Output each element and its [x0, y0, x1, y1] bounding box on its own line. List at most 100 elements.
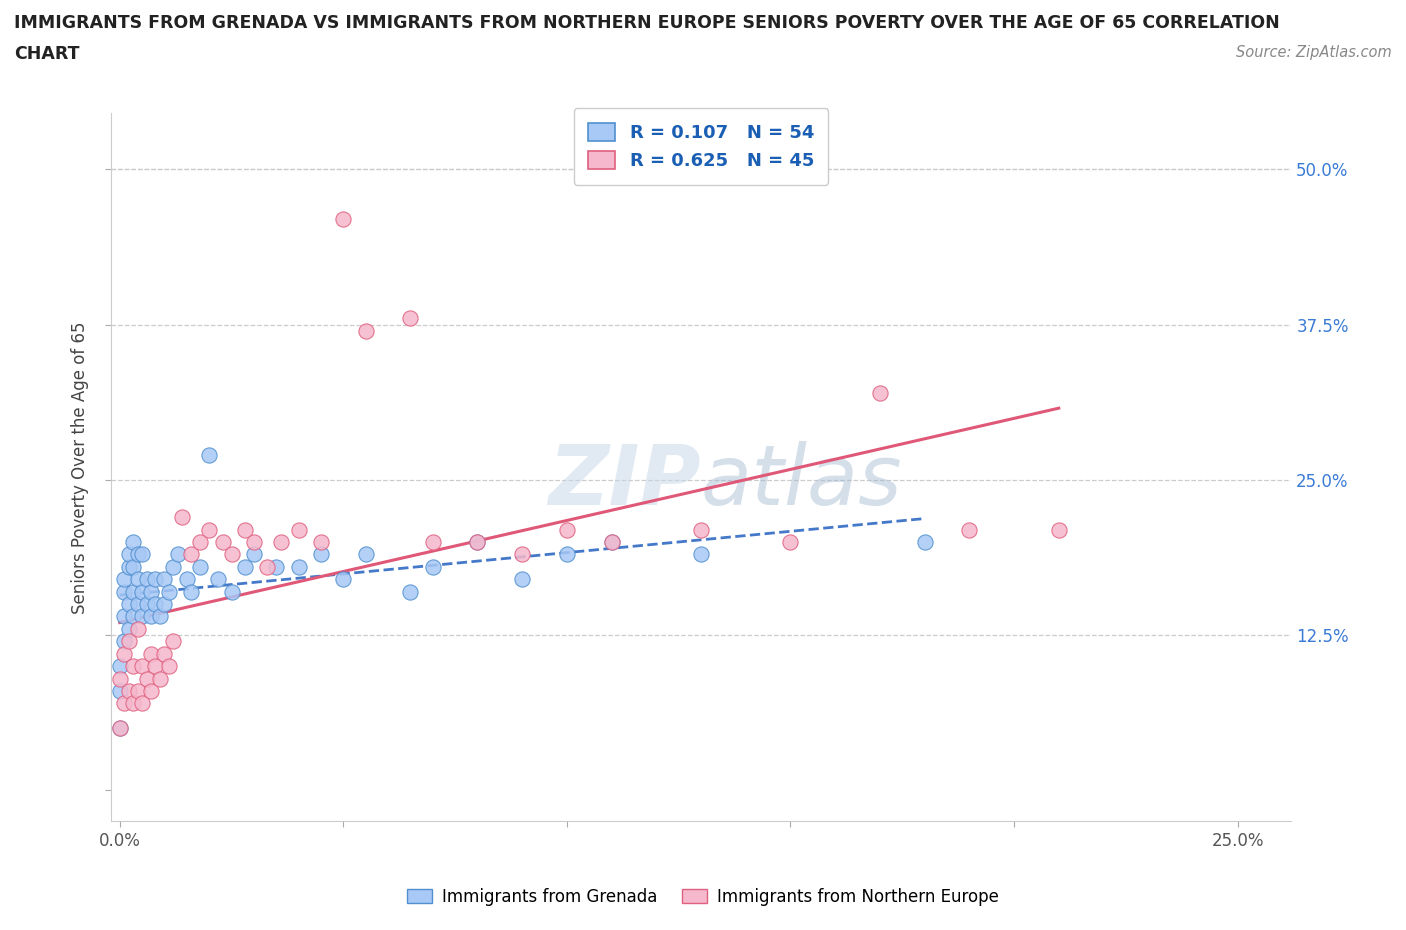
Point [221, 584, 243, 599]
Text: Source: ZipAtlas.com: Source: ZipAtlas.com [1236, 45, 1392, 60]
Point [122, 609, 145, 624]
Point [233, 522, 256, 537]
Point [690, 547, 713, 562]
Point [139, 609, 162, 624]
Y-axis label: Seniors Poverty Over the Age of 65: Seniors Poverty Over the Age of 65 [72, 321, 89, 614]
Point [188, 559, 211, 574]
Point [153, 572, 176, 587]
Point [287, 559, 309, 574]
Point [131, 696, 153, 711]
Point [211, 535, 233, 550]
Point [112, 584, 135, 599]
Point [135, 597, 157, 612]
Point [145, 597, 167, 612]
Point [510, 572, 533, 587]
Point [131, 547, 153, 562]
Point [118, 597, 141, 612]
Point [309, 547, 332, 562]
Point [264, 559, 287, 574]
Point [233, 559, 256, 574]
Point [422, 535, 444, 550]
Point [690, 522, 713, 537]
Point [108, 684, 131, 698]
Point [270, 535, 292, 550]
Point [180, 584, 202, 599]
Point [127, 547, 149, 562]
Point [779, 535, 801, 550]
Point [309, 535, 332, 550]
Point [139, 584, 162, 599]
Point [243, 535, 266, 550]
Point [127, 572, 149, 587]
Point [256, 559, 278, 574]
Point [157, 658, 180, 673]
Point [118, 559, 141, 574]
Point [914, 535, 936, 550]
Text: atlas: atlas [702, 441, 903, 522]
Point [135, 572, 157, 587]
Point [399, 311, 422, 325]
Point [139, 646, 162, 661]
Point [108, 721, 131, 736]
Point [467, 535, 489, 550]
Point [108, 721, 131, 736]
Point [399, 584, 422, 599]
Point [354, 324, 377, 339]
Point [153, 646, 176, 661]
Point [118, 684, 141, 698]
Point [145, 572, 167, 587]
Point [149, 609, 172, 624]
Point [555, 522, 578, 537]
Point [176, 572, 198, 587]
Point [112, 634, 135, 649]
Point [108, 658, 131, 673]
Text: CHART: CHART [14, 45, 80, 62]
Point [869, 385, 891, 400]
Point [198, 447, 221, 462]
Point [166, 547, 188, 562]
Point [127, 597, 149, 612]
Point [600, 535, 623, 550]
Point [162, 559, 184, 574]
Point [510, 547, 533, 562]
Point [1047, 522, 1070, 537]
Point [332, 211, 354, 226]
Point [467, 535, 489, 550]
Legend: R = 0.107   N = 54, R = 0.625   N = 45: R = 0.107 N = 54, R = 0.625 N = 45 [574, 108, 828, 185]
Point [131, 609, 153, 624]
Point [131, 584, 153, 599]
Point [122, 658, 145, 673]
Point [108, 671, 131, 686]
Point [287, 522, 309, 537]
Point [180, 547, 202, 562]
Point [207, 572, 229, 587]
Point [135, 671, 157, 686]
Point [149, 671, 172, 686]
Point [118, 634, 141, 649]
Point [122, 535, 145, 550]
Point [127, 621, 149, 636]
Text: ZIP: ZIP [548, 441, 702, 522]
Point [162, 634, 184, 649]
Point [112, 572, 135, 587]
Legend: Immigrants from Grenada, Immigrants from Northern Europe: Immigrants from Grenada, Immigrants from… [401, 881, 1005, 912]
Point [221, 547, 243, 562]
Point [600, 535, 623, 550]
Text: IMMIGRANTS FROM GRENADA VS IMMIGRANTS FROM NORTHERN EUROPE SENIORS POVERTY OVER : IMMIGRANTS FROM GRENADA VS IMMIGRANTS FR… [14, 14, 1279, 32]
Point [957, 522, 980, 537]
Point [198, 522, 221, 537]
Point [153, 597, 176, 612]
Point [157, 584, 180, 599]
Point [422, 559, 444, 574]
Point [172, 510, 194, 525]
Point [122, 559, 145, 574]
Point [332, 572, 354, 587]
Point [354, 547, 377, 562]
Point [112, 696, 135, 711]
Point [131, 658, 153, 673]
Point [112, 609, 135, 624]
Point [139, 684, 162, 698]
Point [118, 621, 141, 636]
Point [122, 696, 145, 711]
Point [112, 646, 135, 661]
